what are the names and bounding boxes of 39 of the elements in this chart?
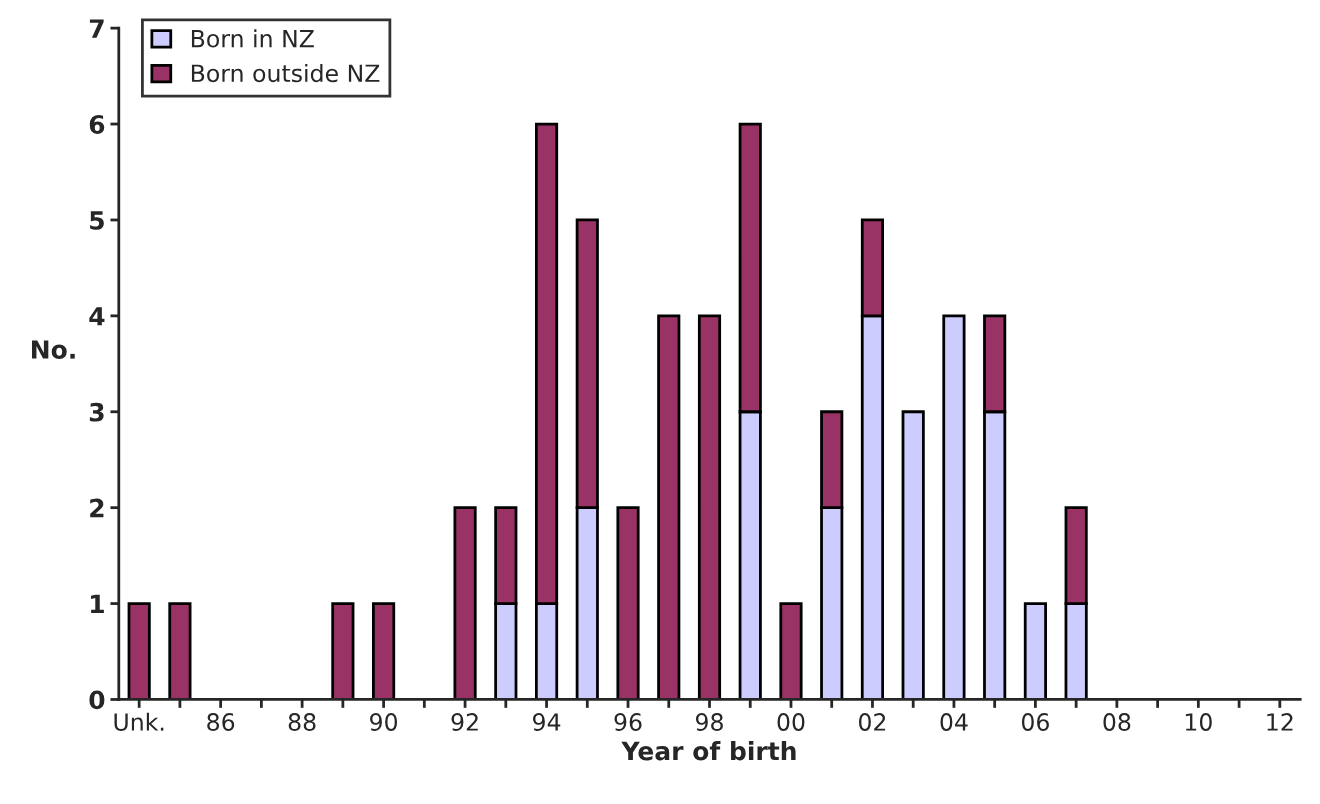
x-tick-label: 08 — [1103, 713, 1131, 731]
bar — [616, 506, 640, 700]
bar — [657, 314, 681, 700]
bar — [901, 410, 925, 700]
legend-label: Born in NZ — [191, 29, 314, 48]
bar — [697, 314, 722, 700]
x-tick-label: Unk. — [114, 712, 164, 731]
bar — [127, 602, 151, 700]
x-tick-label: 88 — [288, 713, 316, 731]
x-tick-label: 96 — [614, 713, 642, 731]
bar — [779, 602, 803, 700]
y-tick-label: 1 — [91, 594, 104, 614]
x-tick-label: 86 — [207, 713, 235, 731]
y-tick-label: 0 — [89, 690, 105, 710]
x-axis-title: Year of birth — [621, 741, 796, 761]
x-tick-label: 06 — [1021, 713, 1049, 731]
y-tick-label: 2 — [90, 498, 104, 518]
bar — [168, 602, 192, 700]
bar — [372, 602, 396, 700]
bar — [942, 314, 966, 700]
x-tick-label: 92 — [451, 713, 478, 731]
y-axis-title: No. — [31, 340, 75, 359]
y-tick-label: 7 — [89, 19, 104, 38]
x-tick-label: 10 — [1185, 713, 1212, 731]
y-tick-label: 5 — [90, 211, 104, 230]
x-tick-label: 02 — [858, 713, 886, 731]
x-tick-label: 94 — [533, 713, 561, 731]
x-tick-label: 98 — [695, 713, 723, 731]
y-tick-label: 3 — [89, 402, 104, 422]
x-tick-label: 04 — [940, 713, 968, 731]
legend-label: Born outside NZ — [191, 63, 380, 83]
x-tick-label: 12 — [1267, 713, 1293, 731]
x-tick-label: 90 — [370, 713, 398, 731]
bar — [1023, 602, 1047, 700]
bar — [331, 602, 355, 700]
x-tick-label: 00 — [777, 713, 805, 731]
y-tick-label: 4 — [89, 307, 105, 326]
y-tick-label: 6 — [89, 115, 105, 134]
bar — [453, 506, 477, 700]
